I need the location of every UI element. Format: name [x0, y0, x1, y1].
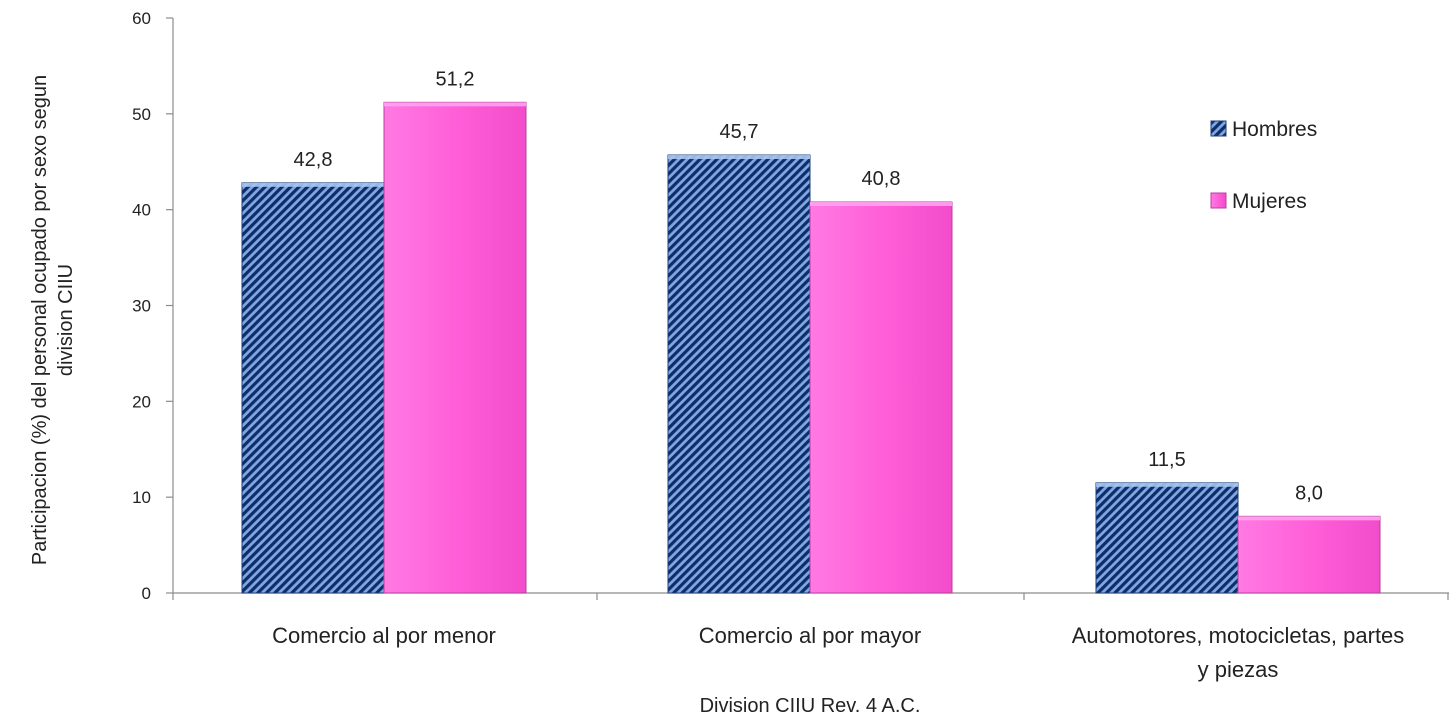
legend-swatch-hombres [1210, 120, 1227, 137]
legend-label-mujeres: Mujeres [1232, 190, 1307, 213]
x-axis-title: Division CIIU Rev. 4 A.C. [700, 695, 921, 717]
bar-mujeres-2 [1237, 515, 1381, 594]
y-axis-title-line: division CIIU [55, 264, 77, 376]
bars-layer [241, 101, 1381, 594]
x-category-label: Comercio al por menor [272, 623, 496, 648]
data-label: 40,8 [862, 168, 901, 190]
y-tick-label: 50 [132, 105, 151, 124]
y-tick-label: 0 [142, 584, 151, 603]
bar-hombres-2 [1095, 482, 1239, 594]
legend: Hombres Mujeres [1210, 118, 1317, 213]
bar-hombres-1 [667, 154, 811, 594]
legend-label-hombres: Hombres [1232, 118, 1317, 141]
bar-top-edge [668, 155, 810, 160]
y-axis-title-line: Participacion (%) del personal ocupado p… [29, 75, 51, 565]
legend-swatch-mujeres [1210, 192, 1227, 209]
y-tick-label: 30 [132, 297, 151, 316]
y-tick-label: 40 [132, 201, 151, 220]
bar-top-edge [1096, 482, 1238, 487]
bar-top-edge [242, 182, 384, 187]
data-label: 51,2 [436, 68, 475, 90]
x-category-label: Comercio al por mayor [699, 623, 922, 648]
axes-layer: 0 10 20 30 40 50 60 Comercio al por menor Comerc… [29, 9, 1449, 717]
labels-layer: 42,8 51,2 45,7 40,8 11,5 8,0 [294, 68, 1323, 504]
bar-top-edge [1238, 516, 1380, 521]
y-tick-label: 10 [132, 488, 151, 507]
data-label: 8,0 [1295, 482, 1323, 504]
data-label: 42,8 [294, 149, 333, 171]
bar-mujeres-0 [383, 101, 527, 594]
y-tick-label: 60 [132, 9, 151, 28]
y-axis-title: Participacion (%) del personal ocupado p… [29, 75, 77, 565]
data-label: 45,7 [720, 121, 759, 143]
x-category-label: Automotores, motocicletas, partes [1072, 623, 1405, 648]
bar-top-edge [384, 102, 526, 107]
y-tick-label: 20 [132, 392, 151, 411]
bar-mujeres-1 [809, 201, 953, 594]
bar-hombres-0 [241, 182, 385, 594]
data-label: 11,5 [1148, 449, 1185, 471]
x-category-label: y piezas [1198, 657, 1279, 682]
bar-top-edge [810, 202, 952, 206]
